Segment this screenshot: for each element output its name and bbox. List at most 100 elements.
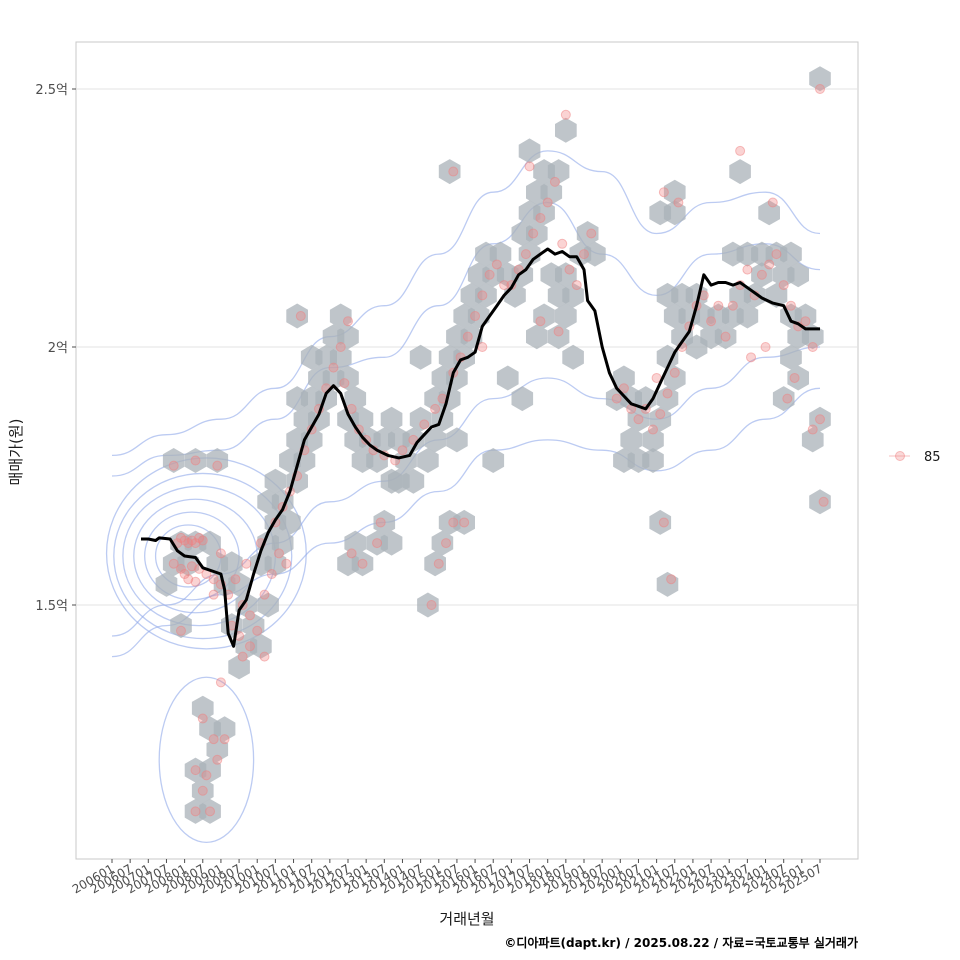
- density-contour-band: [111, 150, 821, 457]
- data-point: [190, 455, 201, 466]
- hexbin: [772, 386, 795, 412]
- data-point: [553, 326, 564, 337]
- hexbin: [526, 324, 548, 350]
- hexbin: [576, 221, 599, 246]
- hexbin: [191, 695, 214, 721]
- hexbin: [206, 448, 229, 473]
- hexbin: [555, 262, 577, 288]
- data-point: [706, 316, 717, 327]
- data-point: [208, 589, 219, 600]
- data-point: [459, 517, 470, 528]
- x-axis-title: 거래년월: [439, 910, 494, 928]
- data-point: [746, 352, 757, 363]
- data-point: [720, 331, 731, 342]
- hexbin: [329, 303, 352, 329]
- hexbin: [351, 551, 374, 577]
- hexbin: [431, 530, 454, 556]
- hexbin: [801, 427, 824, 453]
- hexbin: [228, 571, 250, 597]
- data-point: [197, 713, 208, 724]
- hexbin: [482, 448, 505, 473]
- caption: ©디아파트(dapt.kr) / 2025.08.22 / 자료=국토교통부 실…: [504, 935, 858, 950]
- data-point: [375, 517, 386, 528]
- data-point: [212, 754, 223, 765]
- data-point: [535, 316, 546, 327]
- data-point: [542, 197, 553, 208]
- data-point: [633, 414, 644, 425]
- data-point: [658, 517, 669, 528]
- moving-average-line: [141, 247, 820, 648]
- hexbin: [533, 303, 555, 329]
- hexbin: [656, 344, 679, 370]
- density-contour-ring: [113, 472, 293, 640]
- data-point: [520, 249, 531, 260]
- hexbin: [438, 159, 461, 185]
- data-point: [357, 558, 368, 569]
- hexbin: [787, 262, 809, 288]
- hexbin: [424, 427, 446, 453]
- hexbin: [555, 117, 577, 143]
- density-contour-low: [158, 676, 255, 844]
- data-point: [647, 424, 658, 435]
- hexbin: [453, 509, 475, 535]
- data-point: [815, 414, 825, 425]
- data-point: [499, 280, 510, 291]
- data-point: [586, 228, 597, 239]
- data-point: [183, 574, 194, 585]
- hexbin: [547, 324, 570, 350]
- data-point: [764, 259, 775, 270]
- hexbin: [402, 427, 425, 453]
- data-point: [274, 548, 285, 559]
- hexbin: [279, 509, 301, 535]
- hexbin: [373, 509, 396, 535]
- data-point: [618, 383, 629, 394]
- data-point: [244, 641, 255, 652]
- data-point: [343, 316, 353, 327]
- data-point: [190, 765, 201, 776]
- hexbin: [155, 571, 178, 597]
- y-tick-label: 1.5억: [35, 599, 68, 614]
- data-point: [756, 269, 767, 280]
- hexbin: [562, 344, 584, 370]
- hexbin: [475, 282, 497, 308]
- legend-label: 85: [924, 450, 941, 465]
- data-point: [175, 563, 186, 574]
- y-axis: 1.5억 2억 2.5억: [35, 83, 76, 614]
- hexbin: [446, 427, 468, 453]
- data-point: [477, 290, 488, 301]
- density-contour-ring: [105, 457, 307, 650]
- hexbin: [286, 303, 308, 329]
- data-point: [208, 734, 219, 745]
- data-point: [655, 409, 666, 420]
- data-point: [168, 460, 179, 471]
- hexbin: [162, 448, 185, 473]
- hexbin: [780, 241, 802, 267]
- data-point: [186, 561, 197, 572]
- data-point: [742, 264, 753, 275]
- data-point: [760, 342, 771, 352]
- data-point: [252, 625, 263, 636]
- data-point: [372, 538, 383, 549]
- hexbin: [511, 386, 534, 412]
- data-point: [215, 677, 226, 688]
- data-point: [197, 535, 208, 546]
- data-point: [295, 311, 306, 322]
- data-point: [571, 280, 582, 291]
- data-point: [673, 197, 684, 208]
- data-point: [815, 84, 825, 94]
- hexbin: [620, 427, 642, 453]
- data-point: [205, 806, 216, 817]
- hexbin: [409, 344, 432, 370]
- data-point: [426, 600, 437, 610]
- hexbin: [213, 716, 236, 742]
- scatter-points: [168, 84, 829, 817]
- data-point: [259, 589, 270, 600]
- data-point: [328, 362, 339, 373]
- hexbin: [380, 406, 403, 432]
- data-point: [782, 393, 793, 404]
- data-point: [477, 342, 488, 352]
- hexbin: [736, 303, 759, 329]
- data-point: [735, 145, 746, 156]
- data-point: [190, 806, 201, 817]
- data-point: [528, 228, 539, 239]
